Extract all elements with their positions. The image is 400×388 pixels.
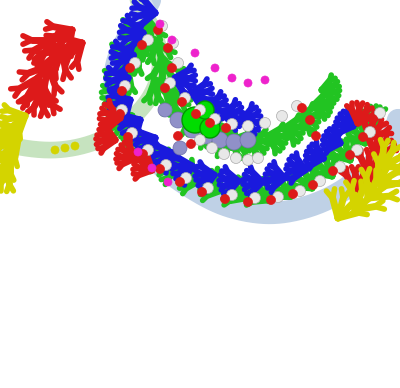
Circle shape — [126, 128, 138, 139]
Circle shape — [191, 49, 199, 57]
Circle shape — [358, 132, 368, 142]
Circle shape — [312, 132, 320, 140]
Circle shape — [164, 178, 172, 186]
Circle shape — [218, 149, 230, 159]
Circle shape — [178, 97, 186, 106]
Circle shape — [352, 144, 362, 156]
Circle shape — [250, 192, 260, 203]
Circle shape — [180, 173, 192, 184]
Circle shape — [186, 140, 196, 149]
Circle shape — [154, 26, 162, 35]
Circle shape — [51, 146, 59, 154]
Circle shape — [220, 194, 230, 203]
Circle shape — [242, 154, 254, 166]
Circle shape — [118, 87, 126, 95]
Circle shape — [124, 132, 132, 142]
Circle shape — [244, 79, 252, 87]
Circle shape — [261, 76, 269, 84]
Circle shape — [226, 189, 238, 201]
Circle shape — [334, 161, 346, 173]
Circle shape — [61, 144, 69, 152]
Circle shape — [173, 141, 187, 155]
Circle shape — [182, 107, 208, 133]
Circle shape — [226, 118, 238, 130]
Circle shape — [168, 36, 176, 44]
Circle shape — [226, 134, 242, 150]
Circle shape — [228, 74, 236, 82]
Circle shape — [240, 132, 256, 148]
Circle shape — [314, 175, 326, 187]
Circle shape — [116, 104, 128, 116]
Circle shape — [308, 180, 318, 189]
Circle shape — [156, 21, 168, 31]
Circle shape — [134, 148, 142, 156]
Circle shape — [168, 64, 176, 73]
Circle shape — [176, 177, 184, 187]
Circle shape — [266, 196, 276, 204]
Circle shape — [180, 92, 190, 104]
Circle shape — [156, 20, 164, 28]
Circle shape — [158, 103, 172, 117]
Circle shape — [211, 64, 219, 72]
Circle shape — [292, 100, 302, 111]
Circle shape — [172, 57, 184, 69]
Circle shape — [138, 149, 148, 159]
Circle shape — [328, 166, 338, 175]
Circle shape — [142, 35, 154, 45]
Circle shape — [306, 116, 314, 125]
Circle shape — [71, 142, 79, 150]
Circle shape — [126, 64, 134, 73]
Circle shape — [142, 144, 154, 156]
Circle shape — [164, 78, 176, 88]
Circle shape — [252, 152, 264, 163]
Circle shape — [206, 142, 218, 154]
Circle shape — [194, 135, 206, 146]
Circle shape — [368, 114, 378, 123]
Circle shape — [148, 164, 156, 172]
Circle shape — [198, 128, 214, 144]
Circle shape — [164, 43, 172, 52]
Circle shape — [242, 121, 254, 132]
Circle shape — [202, 182, 214, 194]
Circle shape — [174, 132, 182, 140]
Circle shape — [184, 122, 200, 138]
Circle shape — [160, 159, 172, 170]
Circle shape — [192, 109, 200, 118]
Circle shape — [170, 112, 186, 128]
Circle shape — [364, 126, 376, 137]
Circle shape — [196, 101, 214, 119]
Circle shape — [206, 118, 214, 128]
Circle shape — [272, 192, 284, 203]
Circle shape — [156, 165, 164, 173]
Circle shape — [276, 111, 288, 121]
Circle shape — [200, 118, 220, 138]
Circle shape — [298, 104, 306, 113]
Circle shape — [260, 118, 270, 128]
Circle shape — [374, 107, 386, 118]
Circle shape — [160, 83, 170, 92]
Circle shape — [230, 152, 242, 163]
Circle shape — [288, 189, 298, 199]
Circle shape — [116, 109, 124, 118]
Circle shape — [212, 132, 228, 148]
Circle shape — [222, 123, 230, 132]
Circle shape — [294, 185, 306, 196]
Circle shape — [210, 114, 220, 125]
Circle shape — [168, 38, 178, 48]
Circle shape — [138, 40, 146, 50]
Circle shape — [198, 187, 206, 196]
Circle shape — [244, 197, 252, 206]
Circle shape — [120, 80, 130, 92]
Circle shape — [346, 151, 354, 159]
Circle shape — [130, 57, 140, 69]
Circle shape — [194, 104, 206, 116]
